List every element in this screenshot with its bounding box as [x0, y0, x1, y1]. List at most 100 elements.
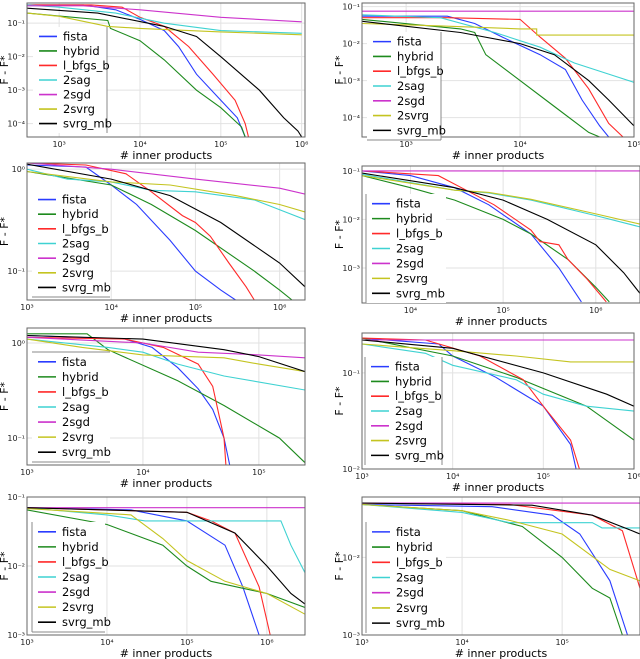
x-tick-label: 10⁴ [404, 306, 417, 315]
x-tick-label: 10⁵ [189, 303, 202, 312]
series-line-l_bfgs_b [362, 170, 607, 303]
y-tick-label: 10⁻² [342, 215, 360, 224]
x-axis-label: # inner products [455, 647, 548, 659]
x-tick-label: 10³ [355, 638, 368, 647]
legend-label-svrg_mb: svrg_mb [396, 286, 445, 300]
plot-frame [26, 162, 306, 301]
legend-label-2sag: 2sag [62, 570, 90, 584]
y-tick-label: 10⁻³ [7, 631, 25, 640]
series-line-svrg_mb [362, 20, 634, 127]
legend-label-svrg_mb: svrg_mb [62, 445, 111, 459]
series-line-2sgd [27, 163, 305, 195]
y-tick-label: 10⁰ [12, 339, 25, 348]
x-tick-label: 10³ [20, 468, 33, 477]
x-tick-label: 10⁵ [252, 468, 265, 477]
legend-label-2svrg: 2svrg [395, 434, 427, 448]
series-line-l_bfgs_b [27, 163, 255, 300]
legend-label-2sgd: 2sgd [396, 586, 424, 600]
legend-label-hybrid: hybrid [396, 212, 433, 226]
y-tick-label: 10⁻¹ [342, 369, 360, 378]
x-axis-label: # inner products [120, 477, 213, 490]
x-axis-label: # inner products [452, 481, 545, 494]
series-line-hybrid [362, 18, 600, 137]
legend-label-hybrid: hybrid [395, 374, 432, 388]
subplot-6: 10³ 10⁴ 10⁵ 10⁶ 10⁻¹ 10⁻² # inner products F - … [333, 332, 640, 494]
x-tick-label: 10⁴ [133, 140, 146, 149]
series-line-2svrg [362, 175, 640, 225]
legend-label-2svrg: 2svrg [63, 102, 95, 116]
series-line-2sag [27, 507, 305, 573]
plot-frame [26, 496, 306, 636]
x-tick-label: 10³ [20, 303, 33, 312]
legend-label-2sag: 2sag [395, 404, 423, 418]
series-line-hybrid [27, 12, 246, 137]
series-line-2sag [27, 338, 305, 391]
plot-frame [361, 332, 635, 470]
x-tick-label: 10⁵ [555, 638, 568, 647]
x-tick-label: 10³ [355, 472, 368, 481]
plot-frame [26, 327, 306, 466]
legend-label-2svrg: 2svrg [396, 271, 428, 285]
legend-label-hybrid: hybrid [397, 49, 434, 63]
series-line-2sgd [27, 5, 302, 23]
legend-label-2sag: 2sag [396, 242, 424, 256]
series-line-svrg_mb [362, 339, 634, 407]
x-axis-label: # inner products [452, 149, 545, 162]
legend-label-2sgd: 2sgd [397, 94, 425, 108]
y-axis-label: F - F* [0, 551, 11, 581]
x-tick-label: 10⁵ [627, 140, 640, 149]
legend-label-2svrg: 2svrg [62, 430, 94, 444]
x-tick-label: 10⁴ [513, 140, 526, 149]
series-line-l_bfgs_b [362, 17, 624, 137]
x-tick-label: 10⁴ [446, 472, 459, 481]
series-line-2svrg [27, 338, 305, 373]
series-line-svrg_mb [27, 7, 303, 137]
legend-label-fista: fista [63, 29, 88, 43]
series-line-fista [362, 503, 629, 635]
subplot-2: 10³ 10⁴ 10⁵ 10⁻¹ 10⁻² 10⁻³ 10⁻⁴ # inner product… [333, 2, 640, 162]
y-tick-label: 10⁻³ [342, 264, 360, 273]
legend-label-svrg_mb: svrg_mb [62, 615, 111, 629]
legend-label-fista: fista [62, 193, 87, 207]
legend-label-fista: fista [62, 525, 87, 539]
series-line-hybrid [27, 170, 293, 300]
legend-label-fista: fista [397, 35, 422, 49]
legend-label-2svrg: 2svrg [62, 266, 94, 280]
series-line-2sag [362, 503, 640, 529]
y-axis-label: F - F* [0, 55, 11, 85]
x-tick-label: 10⁶ [260, 638, 273, 647]
x-axis-label: # inner products [455, 315, 548, 328]
legend-label-hybrid: hybrid [62, 207, 99, 221]
series-line-svrg_mb [362, 502, 640, 535]
legend-label-fista: fista [396, 197, 421, 211]
series-line-svrg_mb [27, 507, 305, 605]
plot-frame [361, 496, 640, 636]
legend-label-2sag: 2sag [62, 400, 90, 414]
x-tick-label: 10⁶ [295, 140, 308, 149]
legend-label-l_bfgs_b: l_bfgs_b [63, 58, 110, 72]
y-tick-label: 10⁻¹ [7, 267, 25, 276]
series-line-2sag [362, 343, 634, 412]
legend-label-hybrid: hybrid [62, 370, 99, 384]
x-axis-label: # inner products [120, 647, 213, 659]
subplot-7: 10³ 10⁴ 10⁵ 10⁶ 10⁻¹ 10⁻² 10⁻³ # inner products… [0, 493, 306, 659]
x-tick-label: 10³ [399, 140, 412, 149]
y-tick-label: 10⁻³ [342, 631, 360, 640]
y-tick-label: 10⁻¹ [342, 167, 360, 176]
series-line-fista [27, 164, 236, 300]
series-line-2sag [27, 4, 302, 34]
x-tick-label: 10⁴ [100, 638, 113, 647]
y-tick-label: 10⁻² [342, 553, 360, 562]
legend-label-2svrg: 2svrg [396, 601, 428, 615]
series-line-svrg_mb [362, 172, 640, 294]
legend-label-l_bfgs_b: l_bfgs_b [62, 555, 109, 569]
series-line-fista [362, 170, 582, 303]
x-tick-label: 10⁴ [455, 638, 468, 647]
legend-label-hybrid: hybrid [62, 540, 99, 554]
